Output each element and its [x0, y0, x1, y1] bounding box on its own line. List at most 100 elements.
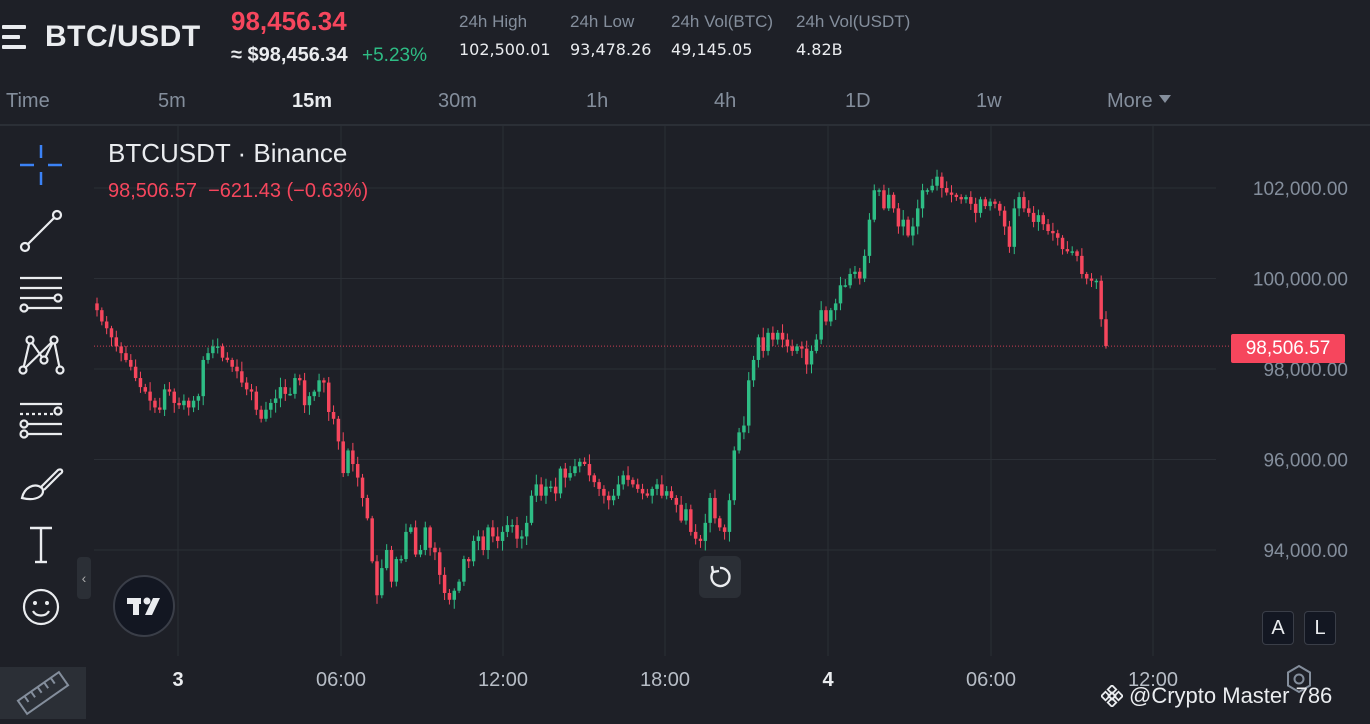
candle-body — [1060, 237, 1065, 250]
candle-body — [597, 482, 601, 489]
candle-body — [109, 328, 114, 338]
candle-body — [264, 409, 268, 419]
price-tick-label: 100,000.00 — [1253, 270, 1348, 291]
candle-body — [771, 332, 775, 340]
candle-body — [804, 348, 809, 365]
tab-5m[interactable]: 5m — [158, 90, 186, 112]
tab-1d[interactable]: 1D — [845, 90, 871, 112]
candle-body — [862, 255, 867, 279]
toolbar-collapse-button[interactable]: ‹ — [77, 557, 91, 599]
pattern-icon[interactable] — [14, 330, 68, 380]
candle-body — [235, 366, 239, 372]
brush-icon[interactable] — [14, 458, 68, 508]
candle-body — [206, 353, 210, 360]
stat-label: 24h Vol(BTC) — [671, 12, 774, 31]
candle-body — [520, 536, 524, 539]
candle-body — [848, 273, 852, 286]
ruler-icon — [16, 670, 70, 716]
gear-icon — [1287, 664, 1311, 694]
fib-lines-icon[interactable] — [14, 268, 68, 318]
candle-body — [211, 346, 215, 354]
candle-body — [495, 536, 500, 541]
tab-1h[interactable]: 1h — [586, 90, 609, 112]
stat-label: 24h High — [459, 12, 528, 31]
candle-body — [220, 346, 225, 358]
candle-body — [684, 509, 688, 521]
candle-body — [814, 339, 819, 351]
candle-body — [133, 366, 138, 379]
crosshair-icon[interactable] — [14, 140, 68, 190]
candle-body — [225, 357, 230, 360]
tradingview-logo[interactable] — [113, 575, 175, 637]
candle-body — [162, 389, 167, 410]
menu-icon[interactable] — [2, 24, 32, 50]
candle-body — [230, 359, 234, 367]
candlestick-chart[interactable]: 102,000.00 100,000.00 98,000.00 96,000.00 94… — [94, 126, 1370, 719]
candle-body — [254, 391, 259, 410]
candle-body — [269, 402, 273, 410]
auto-scale-button[interactable]: A — [1262, 611, 1294, 645]
candle-body — [428, 527, 432, 548]
candle-body — [95, 303, 99, 311]
tradingview-icon — [127, 597, 160, 615]
emoji-icon[interactable] — [14, 582, 68, 632]
candle-body — [582, 461, 587, 465]
price-usd-approx: ≈ $98,456.34 — [231, 44, 348, 66]
candle-body — [404, 531, 408, 560]
candle-body — [737, 432, 741, 451]
candle-body — [727, 500, 732, 532]
candle-body — [1041, 215, 1045, 225]
candle-body — [138, 378, 143, 388]
candle-body — [452, 590, 456, 600]
candle-body — [795, 346, 799, 351]
log-scale-button[interactable]: L — [1304, 611, 1336, 645]
candle-body — [751, 359, 756, 381]
candle-body — [312, 391, 316, 397]
pair-symbol[interactable]: BTC/USDT — [45, 20, 201, 53]
candle-body — [940, 176, 944, 188]
candle-body — [761, 337, 765, 351]
text-icon[interactable] — [14, 520, 68, 570]
candles — [95, 169, 1108, 609]
tab-15m[interactable]: 15m — [292, 90, 333, 112]
tab-1w[interactable]: 1w — [976, 90, 1002, 112]
reset-chart-button[interactable] — [699, 556, 741, 598]
candle-body — [722, 527, 727, 532]
binance-logo-icon — [1101, 685, 1123, 707]
chart-ohlc-change: 98,506.57 −621.43 (−0.63%) — [108, 180, 369, 202]
chart-settings-button[interactable] — [1284, 664, 1314, 694]
candle-body — [186, 400, 191, 408]
candle-body — [911, 226, 915, 236]
candle-body — [1075, 251, 1079, 256]
chart-title: BTCUSDT · Binance — [108, 138, 348, 168]
candle-body — [669, 491, 674, 498]
candle-body — [742, 425, 746, 433]
candle-body — [954, 194, 959, 198]
candle-body — [413, 527, 418, 555]
tab-time[interactable]: Time — [6, 90, 50, 112]
candle-body — [829, 310, 833, 322]
candle-body — [167, 389, 172, 392]
tab-30m[interactable]: 30m — [438, 90, 477, 112]
candle-body — [867, 219, 872, 256]
tab-4h[interactable]: 4h — [714, 90, 737, 112]
candle-body — [558, 468, 563, 494]
candle-body — [500, 531, 505, 541]
candle-body — [993, 201, 997, 204]
ruler-button[interactable] — [0, 667, 86, 719]
time-tick-label: 06:00 — [966, 669, 1016, 691]
tab-more[interactable]: More — [1107, 90, 1171, 113]
candle-body — [679, 504, 683, 521]
candle-body — [283, 387, 288, 394]
candle-body — [775, 332, 780, 340]
trendline-icon[interactable] — [14, 206, 68, 256]
candle-body — [949, 192, 954, 195]
candle-body — [969, 197, 973, 204]
stat-value: 93,478.26 — [570, 40, 652, 59]
candle-body — [689, 509, 693, 532]
stat-24h-low: 24h Low 93,478.26 — [570, 12, 651, 59]
candle-body — [906, 219, 910, 236]
forecast-icon[interactable] — [14, 394, 68, 444]
candle-body — [380, 568, 384, 596]
candle-body — [433, 547, 437, 553]
